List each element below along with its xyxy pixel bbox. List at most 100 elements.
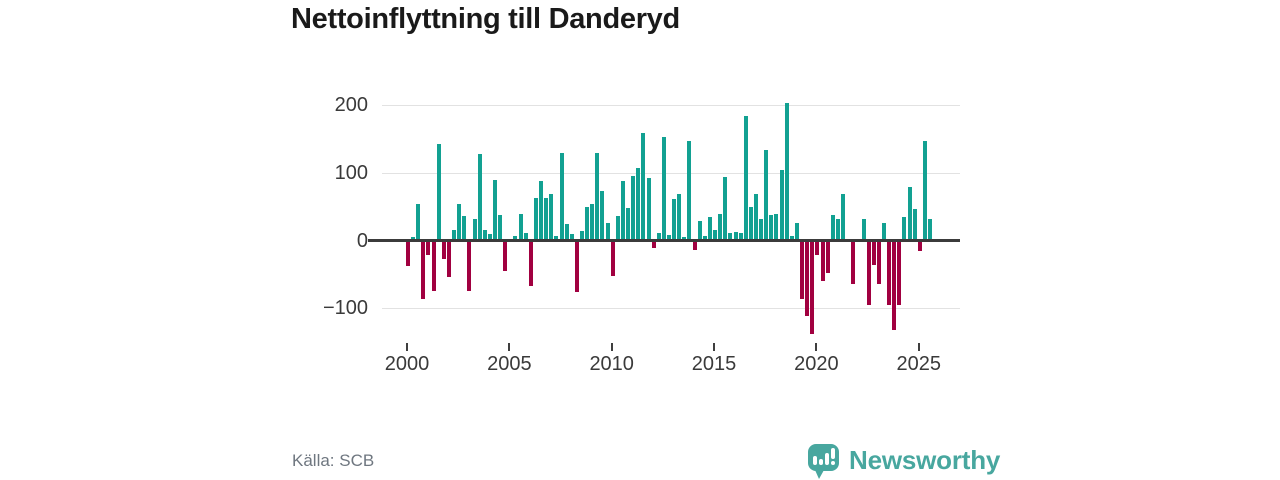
bar: [406, 240, 410, 266]
bar: [728, 232, 732, 241]
bar: [447, 240, 451, 277]
bar: [442, 240, 446, 259]
bar: [831, 214, 835, 241]
bar: [867, 240, 871, 305]
bar: [908, 186, 912, 241]
logo-exclamation-dot-icon: [831, 461, 835, 465]
x-axis-tick-mark: [917, 343, 920, 351]
bar: [432, 240, 436, 291]
bar: [718, 213, 722, 241]
bar: [780, 169, 784, 241]
bar: [473, 218, 477, 241]
bar: [897, 240, 901, 305]
x-axis-tick-mark: [815, 343, 818, 351]
bar: [800, 240, 804, 299]
logo-bar-icon: [813, 456, 817, 465]
bar: [544, 197, 548, 241]
y-axis-tick-label: −100: [322, 297, 368, 320]
y-gridline: [382, 172, 960, 174]
bar: [641, 132, 645, 241]
bar: [421, 240, 425, 299]
bar: [483, 229, 487, 241]
bar: [585, 206, 589, 241]
bar: [877, 240, 881, 284]
bar: [851, 240, 855, 284]
bar: [595, 152, 599, 241]
bar: [467, 240, 471, 291]
y-gridline: [382, 308, 960, 310]
source-label: Källa: SCB: [292, 451, 375, 470]
plot-area: [368, 85, 960, 357]
bar: [734, 231, 738, 241]
bar: [600, 190, 604, 241]
bar: [452, 229, 456, 241]
bar: [713, 229, 717, 241]
bar: [928, 218, 932, 241]
bar: [739, 232, 743, 241]
logo-bar-icon: [819, 459, 823, 465]
bar: [902, 216, 906, 241]
bar: [488, 233, 492, 241]
bar: [636, 167, 640, 241]
bar: [769, 214, 773, 241]
x-axis-tick-mark: [610, 343, 613, 351]
bar: [549, 193, 553, 241]
bar: [606, 222, 610, 241]
x-axis-tick-label: 2005: [487, 353, 532, 375]
y-axis-tick-label: 0: [356, 229, 368, 252]
bar: [836, 218, 840, 241]
bar: [519, 213, 523, 241]
bar: [749, 206, 753, 241]
bar: [662, 136, 666, 241]
bar: [862, 218, 866, 241]
logo-bar-icon: [825, 453, 829, 465]
bar: [411, 236, 415, 241]
chart-title: Nettoinflyttning till Danderyd: [291, 3, 680, 35]
bar: [913, 208, 917, 241]
bar: [611, 240, 615, 276]
zero-axis-line: [368, 239, 960, 243]
bar: [647, 177, 651, 241]
bar: [810, 240, 814, 334]
bar: [693, 240, 697, 250]
bar: [631, 175, 635, 241]
newsworthy-chart-bubble-icon: [808, 444, 839, 479]
bar: [478, 153, 482, 241]
y-gridline: [382, 105, 960, 107]
speech-bubble-tail: [815, 470, 824, 479]
bar: [826, 240, 830, 273]
x-axis-tick-mark: [713, 343, 716, 351]
bar: [723, 176, 727, 241]
bar: [416, 203, 420, 241]
bar: [918, 240, 922, 251]
brand-name: Newsworthy: [849, 445, 1001, 475]
bar: [513, 235, 517, 241]
bar: [774, 213, 778, 241]
y-axis-tick-label: 100: [334, 161, 368, 184]
bar: [744, 115, 748, 241]
bar: [498, 214, 502, 241]
x-axis-tick-label: 2015: [691, 353, 737, 375]
bar: [534, 197, 538, 241]
bar: [457, 203, 461, 241]
bar: [764, 149, 768, 241]
bar: [815, 240, 819, 255]
logo-exclamation-icon: [831, 448, 835, 459]
bar: [759, 218, 763, 241]
x-axis-tick-mark: [508, 343, 511, 351]
bar: [821, 240, 825, 281]
bar: [575, 240, 579, 292]
bar: [493, 179, 497, 241]
bar: [677, 193, 681, 241]
bar: [887, 240, 891, 305]
x-axis-tick-mark: [406, 343, 408, 351]
bar: [882, 222, 886, 241]
bar: [462, 215, 466, 241]
bar: [539, 180, 543, 241]
newsworthy-logo: Newsworthy: [808, 442, 1000, 480]
bar: [682, 236, 686, 241]
bar: [708, 216, 712, 241]
bar: [805, 240, 809, 316]
bar: [657, 232, 661, 241]
